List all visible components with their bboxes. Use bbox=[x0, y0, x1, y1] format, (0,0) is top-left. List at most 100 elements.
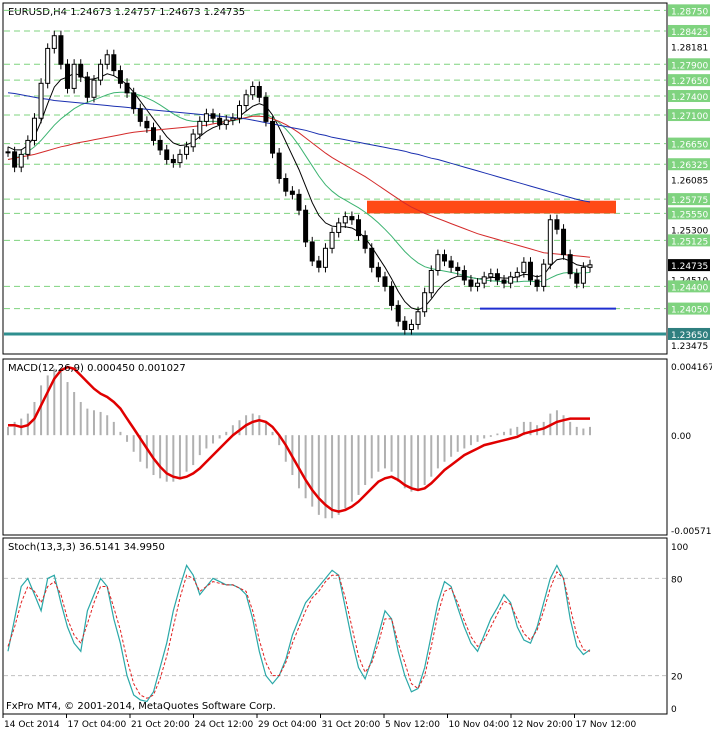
candle-body bbox=[157, 139, 163, 151]
candle-body bbox=[296, 193, 302, 211]
price-tick-label: 1.27100 bbox=[671, 112, 708, 122]
candle-body bbox=[223, 119, 229, 126]
candle-body bbox=[567, 254, 573, 275]
candle-body bbox=[289, 190, 295, 195]
candle-body bbox=[587, 264, 593, 268]
candle-body bbox=[375, 266, 381, 278]
price-levels bbox=[4, 9, 666, 336]
macd-histogram bbox=[7, 368, 591, 519]
time-tick-label: 31 Oct 20:00 bbox=[322, 720, 381, 730]
candle-body bbox=[494, 273, 500, 281]
candle-body bbox=[217, 117, 223, 126]
candle-body bbox=[580, 266, 586, 284]
candle-body bbox=[65, 63, 71, 89]
candles bbox=[5, 30, 593, 335]
candle-body bbox=[164, 149, 170, 160]
candle-body bbox=[574, 273, 580, 284]
candle-body bbox=[369, 247, 375, 268]
candle-body bbox=[58, 35, 64, 65]
candle-body bbox=[415, 311, 421, 325]
price-label-bg bbox=[668, 234, 710, 247]
macd-signal-line bbox=[8, 365, 590, 513]
stoch-title: Stoch(13,3,3) 36.5141 34.9950 bbox=[8, 542, 165, 553]
candle-body bbox=[5, 151, 11, 154]
candle-body bbox=[309, 241, 315, 262]
candle-body bbox=[111, 54, 117, 72]
price-label-bg bbox=[668, 327, 710, 340]
candle-body bbox=[250, 85, 256, 96]
stoch-panel: 100 80 20 0 Stoch(13,3,3) 36.5141 34.9950 F… bbox=[2, 537, 688, 715]
time-tick-label: 5 Nov 12:00 bbox=[385, 720, 440, 730]
candle-body bbox=[270, 120, 276, 154]
price-tick-label: 1.25300 bbox=[671, 226, 708, 236]
candle-body bbox=[177, 153, 183, 164]
price-axis: 1.28750 1.28425 1.28181 1.27900 1.27650 1.274… bbox=[668, 4, 710, 352]
candle-body bbox=[243, 94, 249, 107]
moving-average-line bbox=[7, 72, 590, 311]
time-axis: 14 Oct 2014 17 Oct 04:00 21 Oct 20:00 24 Oc… bbox=[2, 714, 637, 730]
candle-body bbox=[468, 279, 474, 287]
candle-body bbox=[236, 105, 242, 119]
macd-signal-line bbox=[8, 365, 590, 513]
candle-body bbox=[170, 158, 176, 164]
price-tick-label: 1.27900 bbox=[671, 61, 708, 71]
time-tick-label: 17 Nov 12:00 bbox=[576, 720, 637, 730]
candle-body bbox=[117, 70, 123, 84]
candle-body bbox=[131, 92, 137, 110]
price-label-bg bbox=[668, 58, 710, 71]
candle-body bbox=[25, 139, 31, 155]
candle-body bbox=[435, 254, 441, 272]
price-tick-label: 1.28181 bbox=[671, 43, 708, 53]
stoch-tick-label: 80 bbox=[671, 575, 683, 585]
candle-body bbox=[104, 54, 110, 65]
candle-body bbox=[561, 228, 567, 256]
candle-body bbox=[71, 63, 77, 89]
price-tick-label: 1.26325 bbox=[671, 161, 708, 171]
stoch-main-line bbox=[7, 564, 591, 703]
candle-body bbox=[276, 152, 282, 179]
time-tick-label: 10 Nov 04:00 bbox=[449, 720, 510, 730]
candle-body bbox=[184, 146, 190, 155]
price-tick-label: 1.24050 bbox=[671, 306, 708, 316]
candle-body bbox=[481, 276, 487, 284]
price-tick-label: 1.24400 bbox=[671, 283, 708, 293]
candle-body bbox=[12, 151, 18, 168]
price-tick-label: 1.25125 bbox=[671, 237, 708, 247]
stoch-signal-line bbox=[7, 571, 591, 699]
candle-body bbox=[144, 120, 150, 129]
time-tick-label: 14 Oct 2014 bbox=[4, 720, 60, 730]
moving-averages bbox=[7, 72, 591, 311]
candle-body bbox=[283, 178, 289, 192]
price-title: EURUSD,H4 1.24673 1.24757 1.24673 1.2473… bbox=[8, 7, 245, 18]
macd-tick-label: -0.005711 bbox=[671, 527, 712, 537]
candle-body bbox=[554, 219, 560, 230]
candle-body bbox=[402, 320, 408, 331]
price-label-bg bbox=[668, 74, 710, 87]
candle-body bbox=[190, 133, 196, 148]
price-label-bg bbox=[668, 24, 710, 37]
price-label-bg bbox=[668, 4, 710, 17]
price-label-bg bbox=[668, 302, 710, 315]
price-tick-label: 1.25550 bbox=[671, 210, 708, 220]
candle-body bbox=[488, 273, 494, 278]
candle-body bbox=[31, 117, 37, 141]
candle-body bbox=[356, 219, 362, 237]
candle-body bbox=[84, 76, 90, 98]
price-label-bg bbox=[668, 259, 710, 272]
candle-body bbox=[263, 96, 269, 122]
candle-body bbox=[336, 222, 342, 233]
candle-body bbox=[322, 247, 328, 268]
candle-body bbox=[137, 108, 143, 122]
price-label-bg bbox=[668, 137, 710, 150]
macd-panel: 0.004167 0.00 -0.005711 MACD(12,26,9) 0.00… bbox=[2, 358, 712, 537]
stoch-levels bbox=[4, 577, 666, 677]
candle-body bbox=[395, 304, 401, 322]
price-tick-label: 1.28750 bbox=[671, 7, 708, 17]
candle-body bbox=[541, 263, 547, 287]
price-tick-label: 1.25775 bbox=[671, 196, 708, 206]
candle-body bbox=[197, 120, 203, 135]
watermark: FxPro MT4, © 2001-2014, MetaQuotes Softw… bbox=[6, 701, 276, 712]
price-label-bg bbox=[668, 109, 710, 122]
candle-body bbox=[534, 279, 540, 287]
